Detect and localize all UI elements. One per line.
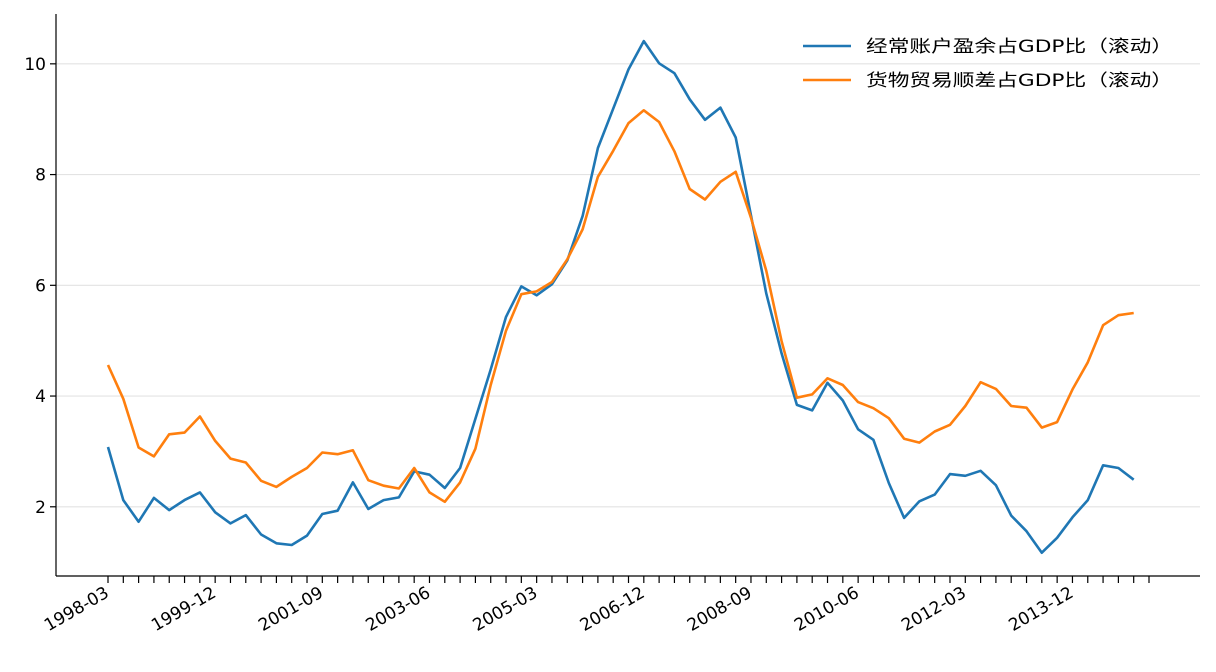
x-tick-label: 2005-03 — [470, 583, 542, 636]
y-tick-label: 6 — [35, 276, 46, 296]
legend-label-2: 货物贸易顺差占GDP比（滚动） — [866, 71, 1173, 91]
gridlines — [56, 63, 1200, 508]
legend-label-1: 经常账户盈余占GDP比（滚动） — [866, 37, 1173, 57]
x-tick-label: 2006-12 — [577, 583, 649, 636]
y-tick-label: 8 — [35, 166, 46, 186]
x-ticks: 1998-03 1999-12 2001-09 2003-06 2005-03 2006-… — [41, 576, 1150, 636]
axes — [55, 14, 1200, 577]
legend: 经常账户盈余占GDP比（滚动） 货物贸易顺差占GDP比（滚动） — [803, 37, 1173, 91]
x-tick-label: 2013-12 — [1005, 583, 1077, 636]
y-tick-label: 2 — [35, 498, 46, 518]
x-tick-label: 2003-06 — [362, 583, 434, 636]
x-tick-label: 1999-12 — [148, 583, 220, 636]
y-ticks: 2 4 6 8 10 — [24, 55, 56, 518]
x-tick-label: 2012-03 — [898, 583, 970, 636]
x-tick-label: 1998-03 — [41, 583, 113, 636]
x-tick-label: 2010-06 — [791, 583, 863, 636]
series-line-1 — [106, 39, 1135, 555]
y-tick-label: 4 — [35, 387, 46, 407]
x-tick-label: 2001-09 — [255, 583, 327, 636]
y-tick-label: 10 — [24, 55, 46, 75]
series-line-2 — [106, 109, 1134, 504]
x-tick-label: 2008-09 — [684, 583, 756, 636]
series-lines — [106, 39, 1135, 555]
